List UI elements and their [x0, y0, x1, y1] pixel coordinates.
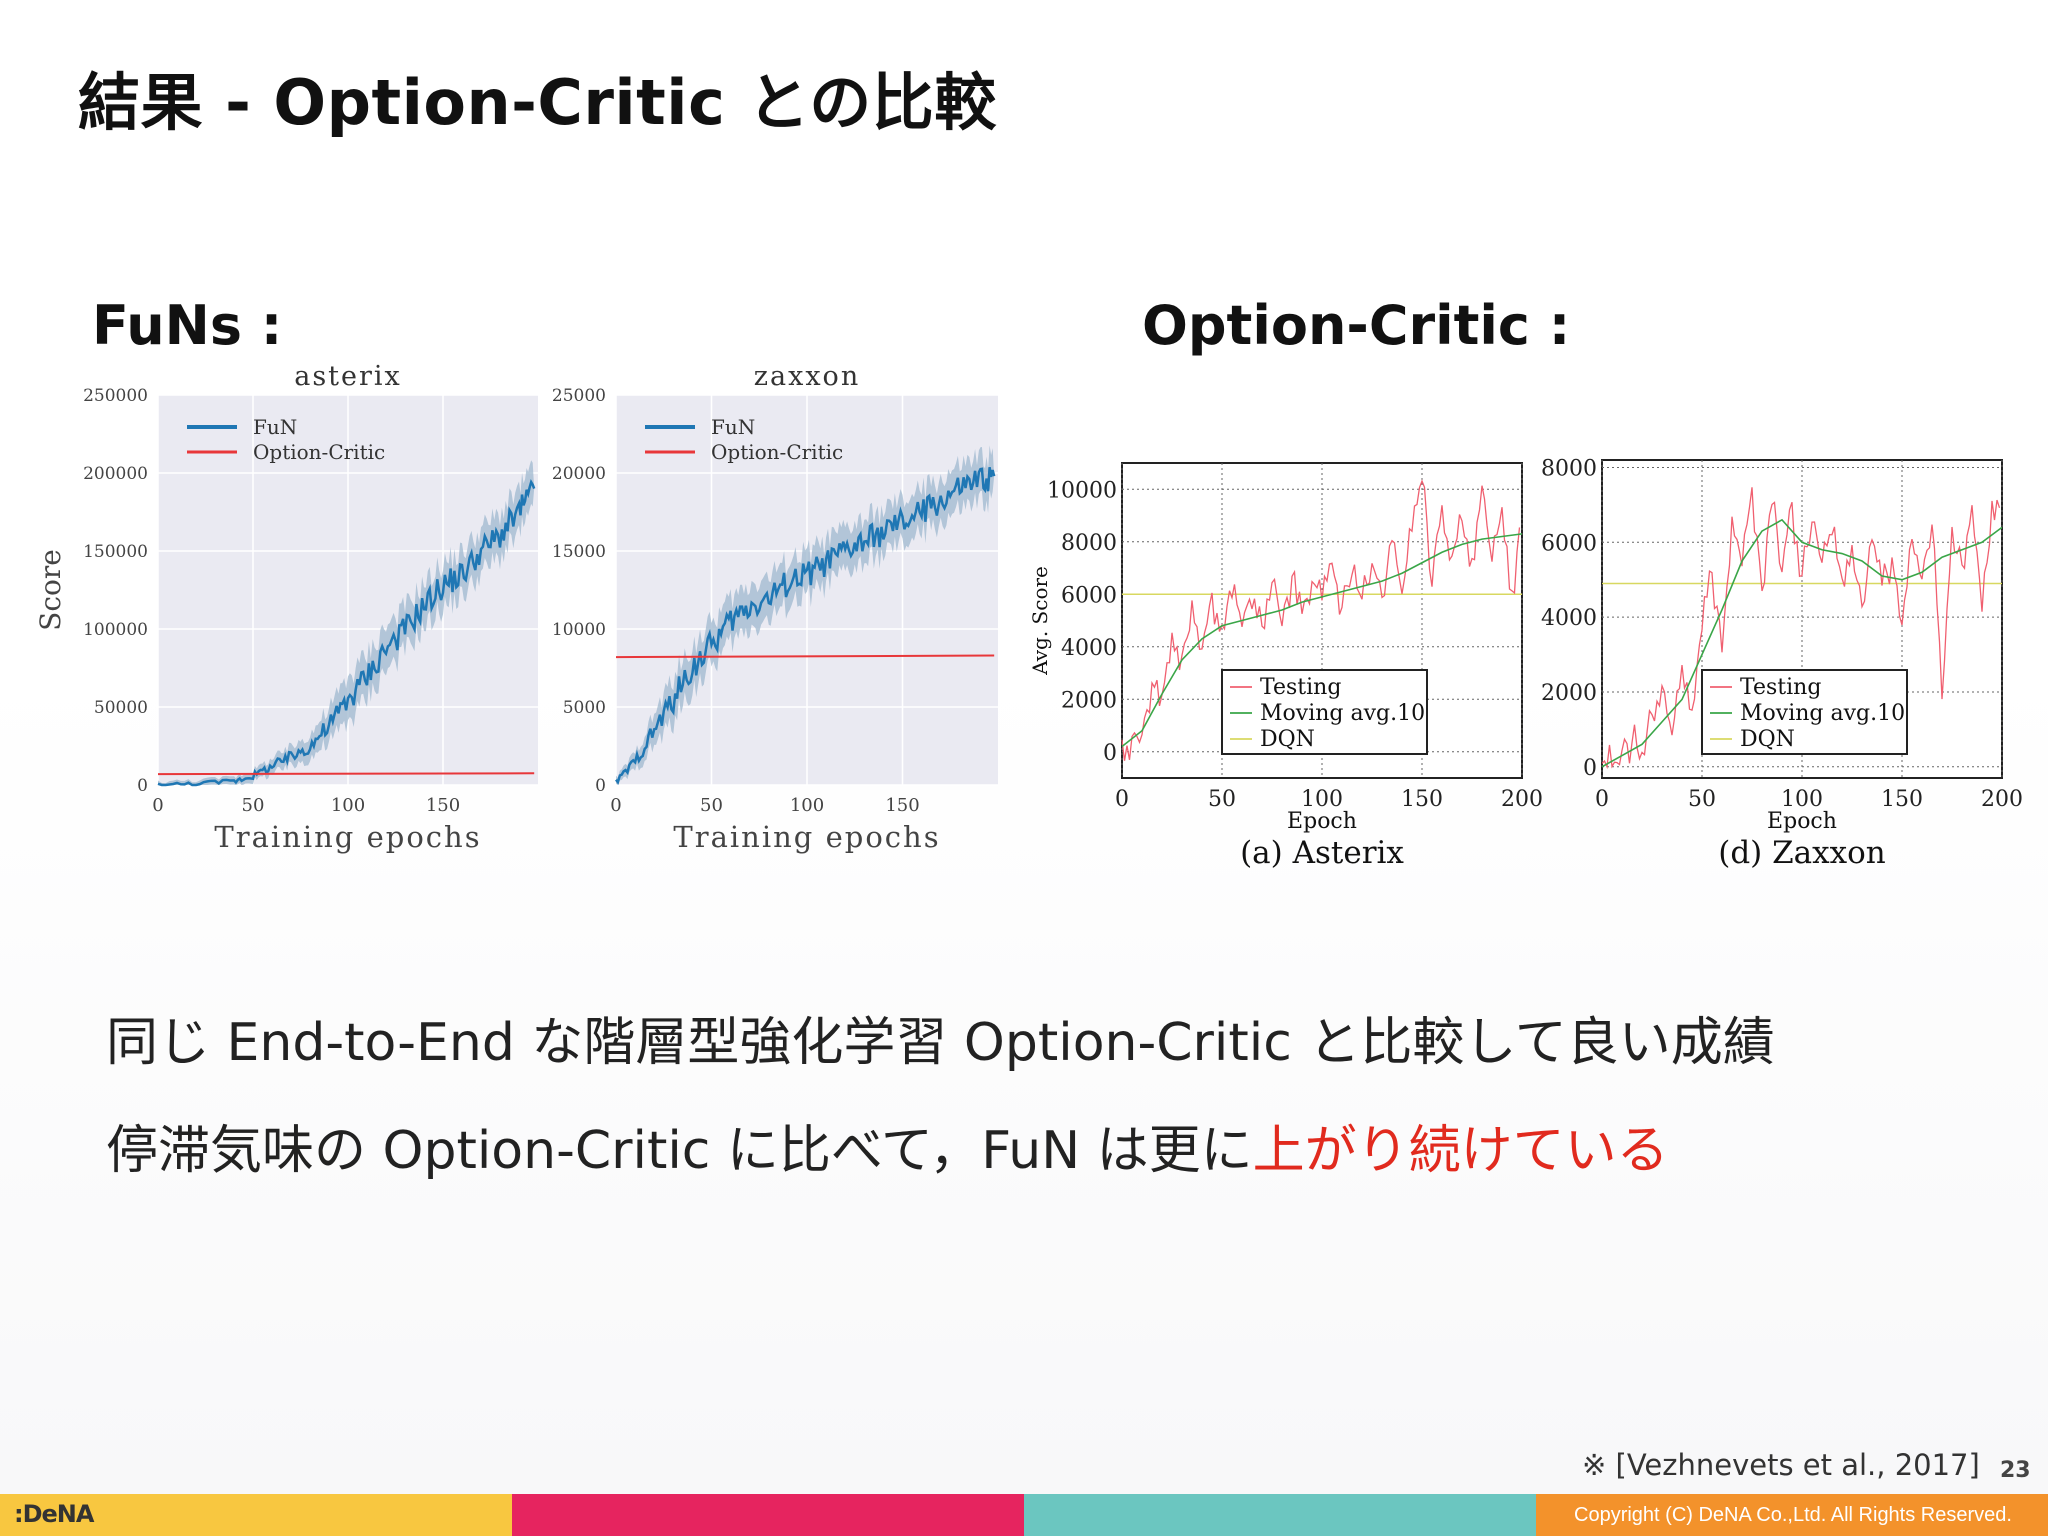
y-tick-label: 5000 [563, 698, 606, 718]
y-tick-label: 250000 [83, 386, 148, 406]
legend-box [1701, 669, 1908, 755]
page-number: 23 [2000, 1458, 2031, 1483]
x-tick-label: 0 [610, 795, 621, 816]
footer-segment-teal [1024, 1494, 1536, 1536]
footer-color-bar [0, 1494, 2048, 1536]
legend-fun-label: FuN [711, 415, 755, 439]
x-tick-label: 100 [1781, 787, 1823, 812]
x-tick-label: 0 [1115, 787, 1129, 812]
x-tick-label: 0 [1595, 787, 1609, 812]
legend-option-critic-label: Option-Critic [711, 440, 843, 464]
zaxxon-option-critic-chart: 0 2000 4000 6000 8000 0 50 100 150 200 TestingMovi… [1541, 456, 2023, 871]
footer-segment-pink [512, 1494, 1024, 1536]
x-tick-label: 100 [790, 795, 824, 816]
moving-avg-series-line [1601, 518, 2003, 768]
fun-confidence-band [616, 445, 995, 785]
y-tick-label: 20000 [552, 464, 606, 484]
legend-label: Moving avg.10 [1740, 701, 1905, 726]
x-tick-label: 200 [1501, 787, 1543, 812]
legend-label: Moving avg.10 [1260, 701, 1425, 726]
asterix-fun-chart: 0 50000 100000 150000 200000 250000 0 50 100 150 F… [34, 361, 538, 854]
y-tick-label: 15000 [552, 542, 606, 562]
chart-title: asterix [294, 361, 402, 392]
y-tick-label: 4000 [1061, 636, 1117, 661]
legend-label: Testing [1260, 675, 1341, 700]
y-tick-label: 50000 [94, 698, 148, 718]
x-tick-label: 100 [331, 795, 365, 816]
zaxxon-fun-chart: 0 5000 10000 15000 20000 25000 0 50 100 150 FuNOpt… [552, 361, 998, 854]
y-tick-label: 2000 [1061, 688, 1117, 713]
x-tick-label: 150 [1401, 787, 1443, 812]
legend-box [1221, 669, 1428, 755]
y-tick-label: 6000 [1541, 531, 1597, 556]
legend-fun-label: FuN [253, 415, 297, 439]
asterix-fun-chart-group: 0 50000 100000 150000 200000 250000 0 50 100 150 F… [34, 361, 538, 854]
zaxxon-fun-chart-group: 0 5000 10000 15000 20000 25000 0 50 100 150 FuNOpt… [552, 361, 998, 854]
slide-title: 結果 - Option-Critic との比較 [78, 66, 997, 139]
legend-label: DQN [1740, 727, 1795, 752]
y-tick-label: 150000 [83, 542, 148, 562]
body-text-line-2-prefix: 停滞気味の Option-Critic に比べて，FuN は更に [106, 1121, 1253, 1181]
y-tick-label: 100000 [83, 620, 148, 640]
x-tick-label: 200 [1981, 787, 2023, 812]
moving-avg-series-line [1121, 533, 1523, 748]
option-critic-label: Option-Critic : [1142, 294, 1571, 357]
y-tick-label: 25000 [552, 386, 606, 406]
y-tick-label: 8000 [1541, 456, 1597, 481]
footer-segment-orange [1536, 1494, 2048, 1536]
fun-series-line [157, 478, 536, 787]
x-axis-label: Training epochs [214, 820, 481, 854]
x-tick-label: 150 [426, 795, 460, 816]
y-tick-label: 6000 [1061, 583, 1117, 608]
x-tick-label: 50 [242, 795, 265, 816]
y-axis-label: Avg. Score [1028, 566, 1052, 676]
y-tick-label: 0 [137, 776, 148, 796]
fun-series-line [615, 466, 996, 785]
zaxxon-option-critic-chart-group: 0 2000 4000 6000 8000 0 50 100 150 200 TestingMovi… [1541, 456, 2023, 871]
citation: ※ [Vezhnevets et al., 2017] [1582, 1448, 1980, 1482]
footer-segment-yellow [0, 1494, 512, 1536]
chart-title: zaxxon [754, 361, 860, 392]
testing-series-line [1601, 487, 2001, 770]
legend-label: DQN [1260, 727, 1315, 752]
y-tick-label: 200000 [83, 464, 148, 484]
y-tick-label: 8000 [1061, 531, 1117, 556]
option-critic-series-line [615, 654, 995, 659]
x-axis-label: Epoch [1287, 809, 1357, 834]
x-tick-label: 150 [885, 795, 919, 816]
copyright-text: Copyright (C) DeNA Co.,Ltd. All Rights R… [1574, 1504, 2012, 1526]
chart-caption: (d) Zaxxon [1718, 835, 1886, 871]
funs-label: FuNs : [92, 294, 283, 357]
x-tick-label: 50 [1688, 787, 1716, 812]
y-tick-label: 0 [595, 776, 606, 796]
x-tick-label: 0 [152, 795, 163, 816]
asterix-option-critic-chart-group: 0 2000 4000 6000 8000 10000 0 50 100 150 200 Testin… [1028, 462, 1543, 871]
body-text-highlight: 上がり続けている [1252, 1121, 1669, 1181]
x-tick-label: 100 [1301, 787, 1343, 812]
fun-confidence-band [158, 460, 535, 785]
y-tick-label: 4000 [1541, 606, 1597, 631]
x-tick-label: 50 [700, 795, 723, 816]
y-tick-label: 2000 [1541, 681, 1597, 706]
legend-label: Testing [1740, 675, 1821, 700]
x-axis-label: Training epochs [673, 820, 940, 854]
chart-caption: (a) Asterix [1240, 835, 1404, 871]
y-tick-label: 0 [1583, 756, 1597, 781]
legend-option-critic-label: Option-Critic [253, 440, 385, 464]
testing-series-line [1121, 479, 1521, 761]
y-tick-label: 10000 [552, 620, 606, 640]
x-axis-label: Epoch [1767, 809, 1837, 834]
body-text-line-1: 同じ End-to-End な階層型強化学習 Option-Critic と比較… [106, 1013, 1775, 1073]
dena-logo: :DeNA [14, 1500, 94, 1528]
y-tick-label: 10000 [1047, 478, 1117, 503]
option-critic-series-line [157, 772, 535, 776]
asterix-option-critic-chart: 0 2000 4000 6000 8000 10000 0 50 100 150 200 Testin… [1028, 462, 1543, 871]
y-tick-label: 0 [1103, 741, 1117, 766]
x-tick-label: 50 [1208, 787, 1236, 812]
x-tick-label: 150 [1881, 787, 1923, 812]
body-text-line-2: 停滞気味の Option-Critic に比べて，FuN は更に上がり続けている [106, 1108, 1669, 1183]
y-axis-label: Score [34, 549, 67, 631]
